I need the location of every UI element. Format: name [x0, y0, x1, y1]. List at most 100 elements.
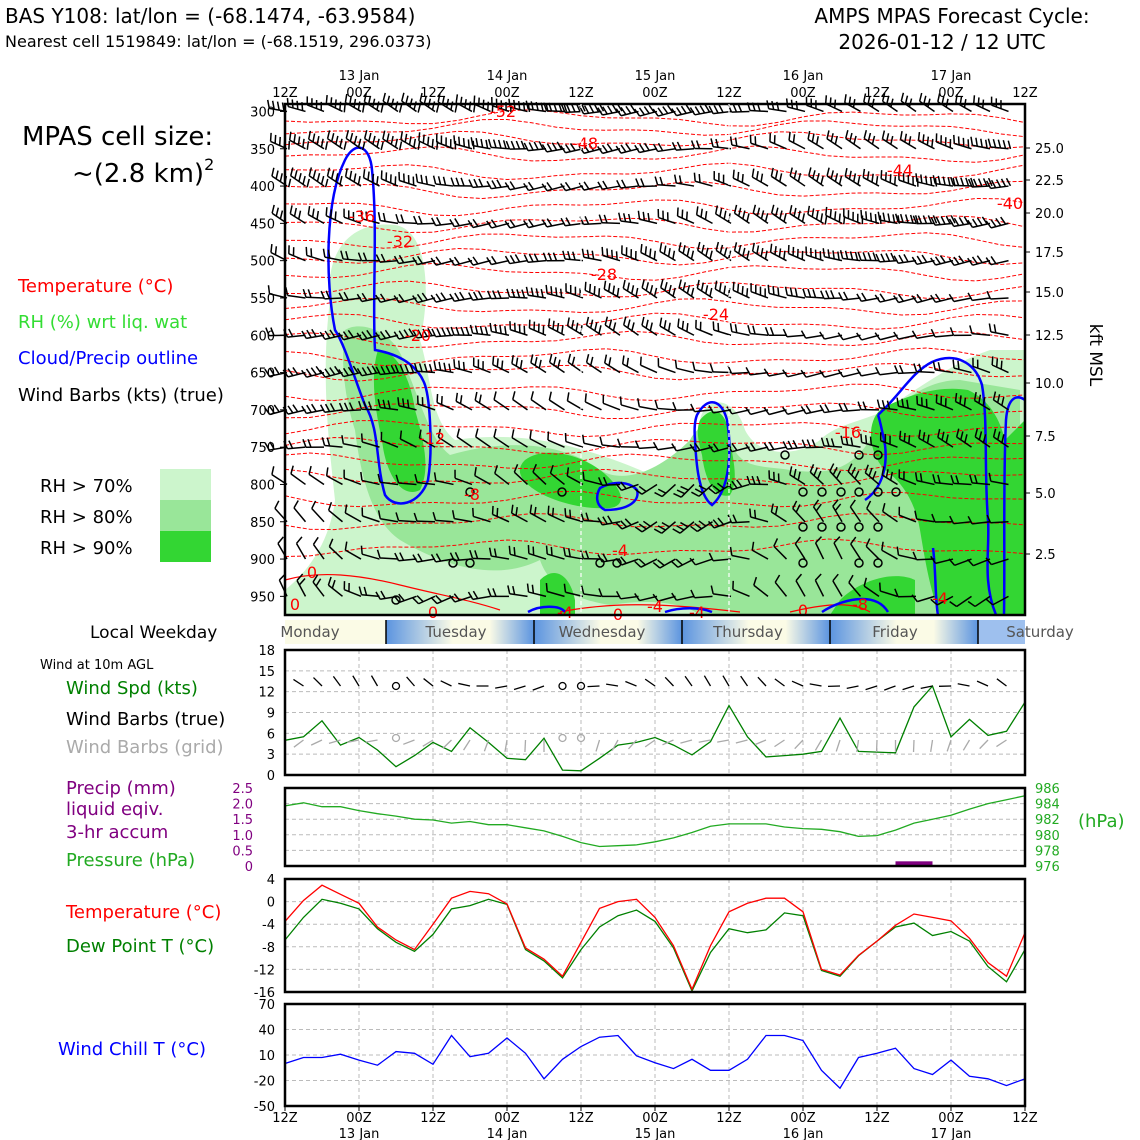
wind-barb [990, 480, 1009, 486]
wind-barb-feather [672, 528, 681, 534]
wind-barb-feather [312, 133, 316, 143]
wind-barb-feather [729, 546, 733, 556]
wind-barb-feather [770, 503, 774, 513]
wind-barb-feather [714, 205, 719, 215]
wind-barb-feather [472, 218, 479, 227]
wind-barb-feather [306, 329, 312, 338]
temperature-contour-label: -12 [419, 429, 445, 448]
wind-barb-feather [676, 525, 685, 531]
temperature-contour [284, 512, 1026, 531]
bottom-date-label: 15 Jan [635, 1127, 676, 1140]
wind-barb-feather [287, 405, 294, 414]
wind-barb-feather [789, 205, 793, 214]
top-tick-label: 00Z [642, 86, 668, 101]
wind-barb-feather [448, 363, 452, 373]
wind-barb-feather [800, 405, 807, 414]
wind-barb-feather [338, 292, 344, 301]
wind-barb [731, 409, 750, 415]
wind-barb [472, 297, 491, 301]
cloud-outline [527, 597, 890, 614]
wind-barb-feather [648, 104, 655, 113]
wind-barb-feather [708, 105, 714, 114]
wind-barb [306, 409, 325, 415]
wind-barb-feather [525, 286, 529, 296]
wind-barb [993, 399, 1009, 411]
wind-barb-feather [634, 593, 641, 601]
wind-barb-feather [499, 325, 502, 334]
wind-barb-feather [329, 209, 333, 218]
wind-barb-feather [914, 510, 918, 520]
wind-barb [657, 595, 676, 602]
wind-barb-feather [737, 171, 740, 181]
wind-barb-feather [816, 470, 822, 480]
wind-barb-grid [979, 739, 989, 750]
wind-barb-feather [886, 400, 891, 410]
wind-barb-feather [275, 170, 279, 180]
wind-barb [956, 436, 972, 448]
wind-barb-feather [603, 354, 608, 364]
wind-barb-feather [602, 106, 608, 115]
wind-barb-feather [653, 250, 656, 260]
wind-barb [935, 481, 954, 486]
wind-barb-feather [289, 205, 293, 214]
wind-barb [900, 100, 917, 113]
wind-barb [809, 471, 825, 486]
wind-barb-feather [637, 210, 641, 220]
wind-barb-feather [746, 288, 749, 297]
wind-barb [680, 483, 695, 498]
wind-barb-feather [896, 397, 900, 407]
wind-barb-feather [772, 286, 775, 295]
wind-barb [842, 334, 861, 341]
wind-barb [774, 581, 788, 597]
wind-barb-feather [726, 482, 733, 490]
y-tick-label: 0 [267, 896, 275, 911]
wind-barb-feather [338, 402, 344, 412]
wind-barb-feather [755, 171, 759, 180]
wind-barb [731, 446, 750, 453]
wind-barb-feather [620, 556, 627, 564]
wind-barb [327, 138, 343, 150]
pressure-label: Pressure (hPa) [66, 850, 195, 871]
wind-barb-true [865, 685, 878, 691]
temperature-contour-label: -48 [572, 134, 598, 153]
wind-barb [493, 399, 510, 411]
weekday-band [682, 620, 830, 644]
wind-barb-feather [594, 322, 598, 331]
wind-barb-feather [307, 289, 312, 298]
wind-barb [824, 334, 843, 340]
wind-barb-true [976, 680, 989, 687]
wind-barb-feather [375, 254, 381, 263]
wind-barb-feather [343, 402, 349, 411]
kft-tick-label: 5.0 [1035, 487, 1056, 502]
pressure-tick-label: 800 [250, 478, 275, 493]
wind-barb [528, 222, 547, 229]
wind-barb-feather [344, 168, 348, 177]
wind-barb-feather [988, 323, 992, 332]
wind-barb-feather [809, 464, 815, 473]
wind-barb-feather [789, 167, 793, 177]
wind-barb [695, 558, 713, 566]
wind-barb-feather [344, 93, 348, 103]
wind-barb [620, 220, 639, 225]
wind-barb-feather [325, 467, 329, 476]
wind-barb-feather [950, 176, 955, 186]
wind-barb-feather [774, 574, 781, 583]
wind-barb-feather [462, 361, 466, 371]
wind-barb-feather [541, 144, 548, 153]
wind-barb-feather [602, 476, 608, 486]
wind-barb [380, 219, 399, 225]
wind-barb-feather [657, 559, 665, 567]
wind-barb-feather [339, 175, 343, 185]
kft-tick-label: 7.5 [1035, 430, 1056, 445]
wind-barb-feather [305, 368, 313, 377]
wind-barb-feather [328, 538, 334, 547]
wind-barb-feather [874, 294, 881, 303]
wind-barb-feather [812, 170, 816, 179]
wind-barb-feather [451, 510, 456, 519]
wind-barb-grid [698, 739, 711, 743]
wind-barb [972, 144, 991, 150]
wind-barb-feather [302, 138, 305, 148]
wind-barb-grid [627, 739, 637, 750]
wind-barb-feather [582, 471, 585, 481]
wind-barb [990, 331, 1009, 336]
